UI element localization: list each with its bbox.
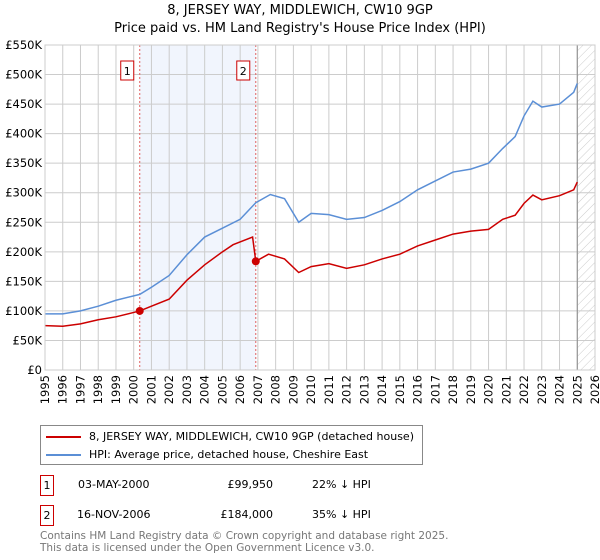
hpi-line <box>45 83 578 315</box>
y-tick-label: £350K <box>5 156 42 170</box>
x-tick-label: 2010 <box>304 375 318 404</box>
sale-period-shade <box>139 45 256 370</box>
y-tick-label: £550K <box>5 38 42 52</box>
x-tick-label: 2015 <box>393 375 407 404</box>
x-tick-label: 2023 <box>535 375 549 404</box>
chart-subtitle: Price paid vs. HM Land Registry's House … <box>114 21 486 36</box>
sale-badge: 1 <box>40 475 54 496</box>
x-tick-label: 2004 <box>198 375 212 404</box>
legend-row-property: 8, JERSEY WAY, MIDDLEWICH, CW10 9GP (det… <box>46 428 414 446</box>
x-tick-label: 2012 <box>340 375 354 404</box>
chart-title: 8, JERSEY WAY, MIDDLEWICH, CW10 9GP <box>167 3 433 18</box>
legend-label-hpi: HPI: Average price, detached house, Ches… <box>89 448 369 461</box>
footer-line2: This data is licensed under the Open Gov… <box>40 542 375 554</box>
x-tick-label: 2007 <box>251 375 265 404</box>
property-price-line <box>44 181 578 328</box>
plot-border <box>44 44 596 371</box>
y-tick-label: £0 <box>27 363 42 377</box>
annotation-box <box>120 60 135 81</box>
sale-point <box>251 257 260 266</box>
x-tick-label: 2006 <box>233 375 247 404</box>
sale-row: 1 03-MAY-2000 £99,950 22% ↓ HPI <box>40 475 460 496</box>
x-tick-label: 1998 <box>91 375 105 404</box>
x-tick-label: 2024 <box>553 375 567 404</box>
x-tick-label: 1997 <box>73 375 87 404</box>
sale-row: 2 16-NOV-2006 £184,000 35% ↓ HPI <box>40 505 460 526</box>
footer-line1: Contains HM Land Registry data © Crown c… <box>40 530 449 542</box>
legend-swatch-hpi <box>46 454 81 456</box>
x-tick-label: 2003 <box>180 375 194 404</box>
sale-date: 03-MAY-2000 <box>78 478 150 491</box>
forecast-hatch <box>577 45 595 370</box>
annotation-label: 2 <box>240 65 247 78</box>
plot-area: 1995 1996 1997 1998 1999 2000 2001 2002 2003 2004… <box>5 38 600 404</box>
x-tick-label: 2016 <box>411 375 425 404</box>
y-tick-label: £500K <box>5 68 42 82</box>
y-tick-label: £50K <box>13 333 43 347</box>
y-tick-label: £100K <box>5 304 42 318</box>
annotation-label: 1 <box>124 65 131 78</box>
legend: 8, JERSEY WAY, MIDDLEWICH, CW10 9GP (det… <box>40 425 423 465</box>
x-tick-label: 2005 <box>215 375 229 404</box>
x-tick-label: 2019 <box>464 375 478 404</box>
footer: Contains HM Land Registry data © Crown c… <box>40 530 448 554</box>
sale-point <box>135 306 144 315</box>
sale-badge: 2 <box>40 505 54 526</box>
annotation-box <box>236 60 251 81</box>
x-tick-label: 2022 <box>517 375 531 404</box>
x-tick-label: 2025 <box>570 375 584 404</box>
x-tick-label: 2001 <box>144 375 158 404</box>
x-tick-label: 2020 <box>482 375 496 404</box>
y-tick-label: £250K <box>5 215 42 229</box>
x-tick-label: 1995 <box>38 375 52 404</box>
sale-price: £184,000 <box>220 508 274 521</box>
y-tick-label: £150K <box>5 274 42 288</box>
y-tick-label: £400K <box>5 127 42 141</box>
y-tick-label: £450K <box>5 97 42 111</box>
x-tick-label: 2013 <box>357 375 371 404</box>
sale-delta: 35% ↓ HPI <box>312 508 371 521</box>
x-tick-label: 1996 <box>56 375 70 404</box>
legend-label-property: 8, JERSEY WAY, MIDDLEWICH, CW10 9GP (det… <box>89 430 414 443</box>
y-tick-label: £300K <box>5 186 42 200</box>
x-tick-label: 2011 <box>322 375 336 404</box>
y-tick-label: £200K <box>5 245 42 259</box>
sale-date: 16-NOV-2006 <box>77 508 151 521</box>
sale-delta: 22% ↓ HPI <box>312 478 371 491</box>
x-tick-label: 2014 <box>375 375 389 404</box>
sale-price: £99,950 <box>227 478 274 491</box>
x-tick-label: 2009 <box>286 375 300 404</box>
legend-row-hpi: HPI: Average price, detached house, Ches… <box>46 446 414 464</box>
x-tick-label: 2021 <box>499 375 513 404</box>
x-tick-label: 2000 <box>127 375 141 404</box>
x-tick-label: 2018 <box>446 375 460 404</box>
x-tick-label: 2017 <box>428 375 442 404</box>
x-tick-label: 1999 <box>109 375 123 404</box>
x-tick-label: 2002 <box>162 375 176 404</box>
x-tick-label: 2026 <box>588 375 600 404</box>
x-tick-label: 2008 <box>269 375 283 404</box>
legend-swatch-property <box>46 436 81 438</box>
